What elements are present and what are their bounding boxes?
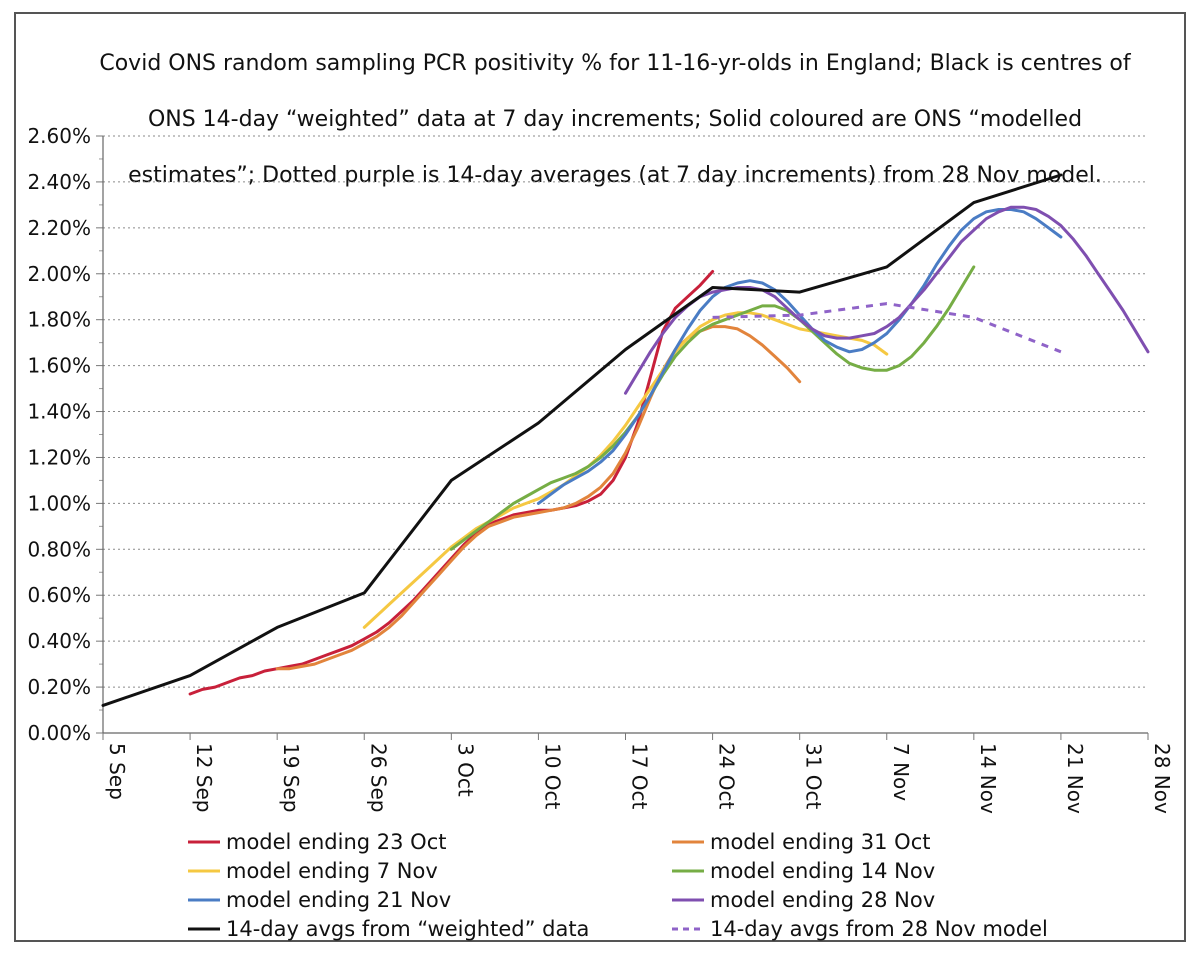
legend-label: model ending 31 Oct (710, 830, 930, 854)
series-line-8 (712, 302, 1062, 354)
legend-item: model ending 14 Nov (672, 859, 935, 883)
x-tick-label: 17 Oct (628, 743, 652, 810)
y-tick-label: 0.60% (27, 583, 91, 607)
x-tick-label: 26 Sep (366, 743, 390, 813)
x-tick-label: 14 Nov (976, 743, 1000, 814)
series-line-3 (362, 311, 889, 629)
y-tick-label: 0.80% (27, 537, 91, 561)
y-tick-label: 2.60% (27, 124, 91, 148)
legend-label: 14-day avgs from 28 Nov model (710, 917, 1048, 941)
x-tick-label: 19 Sep (279, 743, 303, 813)
chart-title: Covid ONS random sampling PCR positivity… (60, 22, 1170, 218)
x-tick-label: 24 Oct (715, 743, 739, 810)
legend-item: model ending 21 Nov (188, 888, 451, 912)
x-tick-label: 28 Nov (1150, 743, 1174, 814)
x-tick-label: 7 Nov (889, 743, 913, 801)
series-layer (101, 173, 1150, 707)
legend-label: model ending 28 Nov (710, 888, 935, 912)
x-tick-label: 5 Sep (105, 743, 129, 800)
chart-frame (14, 12, 1186, 942)
y-tick-label: 0.00% (27, 721, 91, 745)
legend: model ending 23 Oct model ending 31 Oct mo… (188, 830, 1048, 941)
x-tick-label: 12 Sep (192, 743, 216, 813)
legend-label: model ending 7 Nov (226, 859, 438, 883)
grid-layer (103, 135, 1148, 688)
y-tick-label: 1.40% (27, 400, 91, 424)
y-tick-label: 1.60% (27, 354, 91, 378)
series-line-2 (275, 325, 802, 671)
title-line-1: Covid ONS random sampling PCR positivity… (99, 51, 1131, 76)
y-tick-label: 0.20% (27, 675, 91, 699)
title-line-2: ONS 14-day “weighted” data at 7 day incr… (147, 107, 1083, 132)
series-line-7 (101, 173, 1063, 707)
title-line-3: estimates”; Dotted purple is 14-day aver… (128, 163, 1102, 188)
series-line-4 (449, 265, 976, 551)
x-tick-label: 31 Oct (802, 743, 826, 810)
y-tick-label: 1.00% (27, 491, 91, 515)
y-tick-label: 1.80% (27, 308, 91, 332)
x-tick-label: 21 Nov (1063, 743, 1087, 814)
y-tick-label: 0.40% (27, 629, 91, 653)
legend-item: model ending 23 Oct (188, 830, 446, 854)
series-line-6 (624, 205, 1150, 395)
legend-label: model ending 23 Oct (226, 830, 446, 854)
legend-label: model ending 14 Nov (710, 859, 935, 883)
legend-item: model ending 7 Nov (188, 859, 438, 883)
y-tick-label: 2.00% (27, 262, 91, 286)
legend-item: model ending 31 Oct (672, 830, 930, 854)
legend-item: model ending 28 Nov (672, 888, 935, 912)
legend-label: 14-day avgs from “weighted” data (226, 917, 589, 941)
legend-item: 14-day avgs from 28 Nov model (672, 917, 1048, 941)
y-tick-label: 2.40% (27, 170, 91, 194)
legend-item: 14-day avgs from “weighted” data (188, 917, 589, 941)
y-tick-label: 2.20% (27, 216, 91, 240)
axis-layer: 0.00% 0.20% 0.40% 0.60% 0.80% 1.00% 1.20% 1.40%… (27, 124, 1174, 814)
legend-label: model ending 21 Nov (226, 888, 451, 912)
y-tick-label: 1.20% (27, 445, 91, 469)
x-tick-label: 3 Oct (453, 743, 477, 797)
x-tick-label: 10 Oct (540, 743, 564, 810)
